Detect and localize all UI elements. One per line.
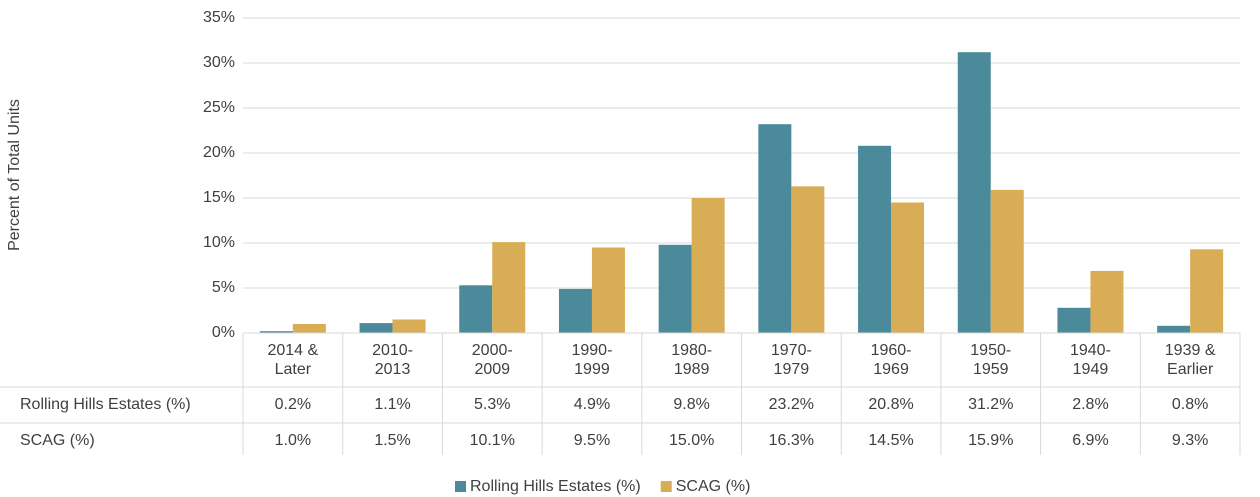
table-value: 0.2% [275,396,311,413]
bar [758,124,792,333]
table-value: 6.9% [1072,432,1108,449]
bar [292,324,326,333]
x-tick-label: 1940- [1070,342,1111,359]
table-value: 0.8% [1172,396,1208,413]
bar [858,145,892,333]
bar [1190,249,1224,333]
y-tick-label: 35% [203,9,235,26]
table-value: 20.8% [868,396,913,413]
table-value: 15.0% [669,432,714,449]
table-value: 16.3% [769,432,814,449]
y-tick-label: 5% [212,279,235,296]
x-tick-label: 1989 [674,361,710,378]
bar [459,285,493,333]
x-tick-label: 1990- [571,342,612,359]
bar [558,288,592,333]
bar [1157,325,1191,333]
x-tick-label: 2013 [375,361,411,378]
y-tick-label: 0% [212,324,235,341]
x-tick-label: 2010- [372,342,413,359]
y-axis-title: Percent of Total Units [6,99,23,251]
x-tick-label: Later [275,361,312,378]
bar [359,323,393,333]
bar [492,242,526,333]
legend-swatch [660,481,672,492]
table-value: 9.3% [1172,432,1208,449]
bar [658,244,692,333]
table-row-label: SCAG (%) [20,432,95,449]
y-tick-label: 20% [203,144,235,161]
table-value: 1.1% [374,396,410,413]
table-value: 2.8% [1072,396,1108,413]
table-value: 1.0% [275,432,311,449]
y-tick-label: 15% [203,189,235,206]
x-tick-label: 1970- [771,342,812,359]
x-tick-label: Earlier [1167,361,1214,378]
legend-label: SCAG (%) [676,478,751,495]
bar [691,198,725,333]
bar [1090,270,1124,333]
bar [259,331,293,333]
x-tick-label: 1999 [574,361,610,378]
y-tick-label: 10% [203,234,235,251]
x-tick-label: 1980- [671,342,712,359]
table-value: 9.8% [673,396,709,413]
bar [591,247,625,333]
table-value: 9.5% [574,432,610,449]
y-tick-label: 30% [203,54,235,71]
table-value: 14.5% [868,432,913,449]
table-value: 23.2% [769,396,814,413]
legend-swatch [455,481,466,492]
x-tick-label: 1939 & [1165,342,1216,359]
table-value: 1.5% [374,432,410,449]
y-tick-label: 25% [203,99,235,116]
x-tick-label: 1969 [873,361,909,378]
bar [990,189,1024,333]
table-value: 15.9% [968,432,1013,449]
bar [957,52,991,333]
legend-label: Rolling Hills Estates (%) [470,478,641,495]
x-tick-label: 1960- [871,342,912,359]
x-tick-label: 2000- [472,342,513,359]
table-value: 5.3% [474,396,510,413]
bar [891,202,925,333]
table-row-label: Rolling Hills Estates (%) [20,396,191,413]
bar [1057,307,1091,333]
x-tick-label: 1950- [970,342,1011,359]
x-tick-label: 2009 [474,361,510,378]
bar [791,186,825,333]
x-tick-label: 1949 [1073,361,1109,378]
x-tick-label: 2014 & [267,342,318,359]
bar [392,319,426,333]
table-value: 31.2% [968,396,1013,413]
x-tick-label: 1959 [973,361,1009,378]
x-tick-label: 1979 [774,361,810,378]
table-value: 10.1% [470,432,515,449]
table-value: 4.9% [574,396,610,413]
